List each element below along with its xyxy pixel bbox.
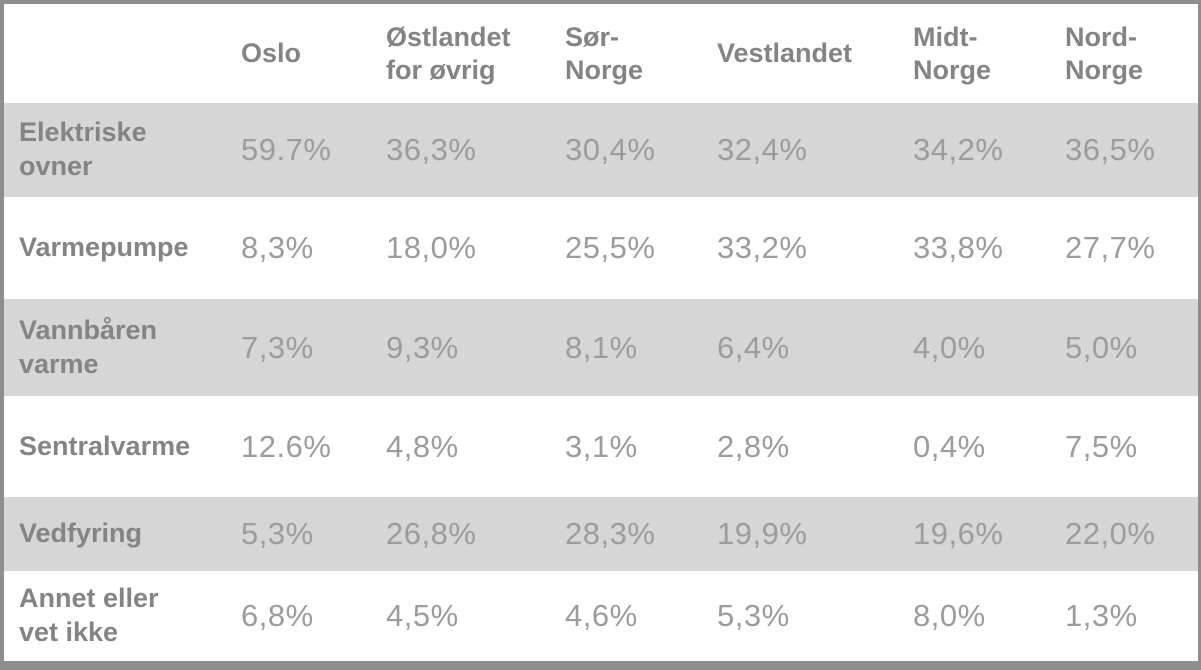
row-label: Annet eller vet ikke [19, 583, 159, 647]
header-row: Oslo Østlandet for øvrig Sør- Norge Vestlan… [4, 4, 1198, 103]
value-cell: 36,3% [386, 132, 477, 167]
table-row: Varmepumpe 8,3% 18,0% 25,5% 33,2% 33,8% 27,7% [4, 197, 1198, 299]
value-cell: 5,3% [241, 516, 314, 551]
column-header: Vestlandet [717, 38, 853, 69]
row-label: Varmepumpe [19, 232, 189, 263]
row-label: Vedfyring [19, 518, 143, 549]
column-header: Sør- Norge [565, 21, 644, 85]
value-cell: 8,3% [241, 230, 314, 265]
value-cell: 28,3% [565, 516, 656, 551]
value-cell: 4,5% [386, 598, 459, 633]
row-label: Vannbåren varme [19, 314, 158, 379]
value-cell: 18,0% [386, 230, 477, 265]
column-header: Nord- Norge [1065, 21, 1144, 85]
column-header: Østlandet for øvrig [386, 21, 511, 85]
value-cell: 30,4% [565, 132, 656, 167]
value-cell: 3,1% [565, 428, 638, 464]
value-cell: 22,0% [1065, 516, 1156, 551]
row-label: Sentralvarme [19, 430, 191, 461]
value-cell: 8,0% [913, 598, 986, 633]
value-cell: 4,0% [913, 329, 986, 365]
value-cell: 19,9% [717, 516, 808, 551]
value-cell: 0,4% [913, 428, 986, 464]
table-row: Sentralvarme 12.6% 4,8% 3,1% 2,8% 0,4% 7,5% [4, 396, 1198, 497]
value-cell: 9,3% [386, 329, 459, 365]
value-cell: 4,8% [386, 428, 459, 464]
value-cell: 6,8% [241, 598, 314, 633]
heating-share-by-region-table: Oslo Østlandet for øvrig Sør- Norge Vestlan… [4, 4, 1198, 661]
value-cell: 33,2% [717, 230, 808, 265]
table-row: Annet eller vet ikke 6,8% 4,5% 4,6% 5,3% 8,0%… [4, 571, 1198, 661]
value-cell: 34,2% [913, 132, 1004, 167]
value-cell: 8,1% [565, 329, 638, 365]
table-row: Vannbåren varme 7,3% 9,3% 8,1% 6,4% 4,0% 5,0% [4, 299, 1198, 396]
value-cell: 33,8% [913, 230, 1004, 265]
value-cell: 19,6% [913, 516, 1004, 551]
value-cell: 2,8% [717, 428, 790, 464]
value-cell: 59.7% [241, 132, 332, 167]
value-cell: 26,8% [386, 516, 477, 551]
value-cell: 25,5% [565, 230, 656, 265]
value-cell: 7,5% [1065, 428, 1138, 464]
value-cell: 12.6% [241, 428, 332, 464]
value-cell: 27,7% [1065, 230, 1156, 265]
row-label: Elektriske ovner [19, 117, 147, 181]
value-cell: 5,0% [1065, 329, 1138, 365]
value-cell: 36,5% [1065, 132, 1156, 167]
value-cell: 4,6% [565, 598, 638, 633]
value-cell: 32,4% [717, 132, 808, 167]
value-cell: 6,4% [717, 329, 790, 365]
table-row: Elektriske ovner 59.7% 36,3% 30,4% 32,4% 34,2… [4, 103, 1198, 197]
column-header: Midt- Norge [913, 21, 992, 85]
column-header: Oslo [241, 38, 302, 69]
table-row: Vedfyring 5,3% 26,8% 28,3% 19,9% 19,6% 22,0% [4, 497, 1198, 571]
corner-cell [4, 4, 226, 103]
value-cell: 1,3% [1065, 598, 1138, 633]
value-cell: 5,3% [717, 598, 790, 633]
value-cell: 7,3% [241, 329, 314, 365]
